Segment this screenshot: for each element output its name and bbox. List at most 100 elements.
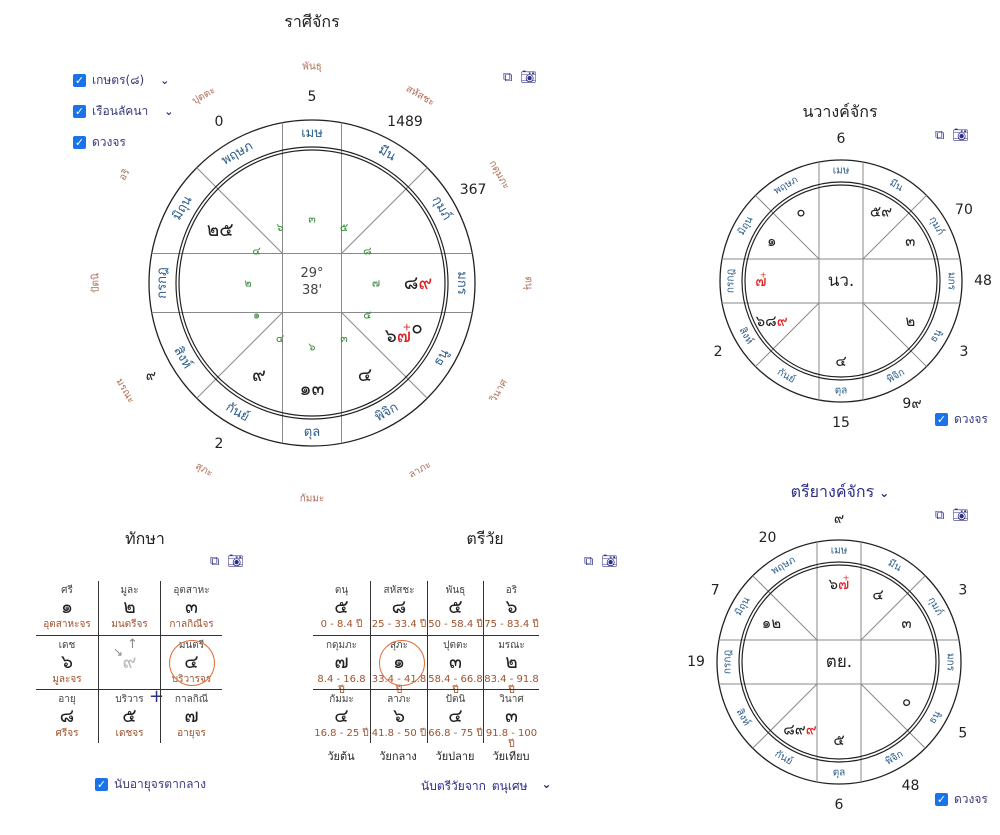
cell-sub: อุตสาหะจร <box>43 618 91 630</box>
taksa-cell[interactable]: ศรี ๑ อุตสาหะจร <box>36 581 98 635</box>
cell-sub: 75 - 83.4 ปี <box>484 618 539 630</box>
zodiac-sign-label: พิจิก <box>884 749 906 768</box>
camera-icon[interactable]: 📷︎ <box>520 70 537 85</box>
triwai-cell[interactable]: สุภะ ๑ 33.4 - 41.8 ปี <box>370 635 427 696</box>
triwai-cell[interactable]: พันธุ ๕ 50 - 58.4 ปี <box>427 581 483 635</box>
cell-name: ลาภะ <box>387 694 411 705</box>
cell-sub: อายุจร <box>177 727 206 739</box>
house-label: สหัสชะ <box>404 83 436 108</box>
taksa-cell[interactable]: กาลกิณี ๗ อายุจร <box>160 689 222 743</box>
zodiac-sign-label: มิถุน <box>736 215 755 238</box>
planet-group: ๖๗+๐ <box>385 316 423 347</box>
cell-number: ๖ <box>505 596 518 618</box>
chevron-down-icon[interactable]: ⌄ <box>160 74 170 87</box>
cell-name: บริวาร <box>115 694 144 705</box>
triwai-count-dropdown[interactable]: นับตรีวัยจาก ตนุเศษ ⌄ <box>421 777 552 796</box>
house-label: สุภะ <box>193 461 214 480</box>
sign-value: 6 <box>837 131 846 147</box>
house-divider <box>341 312 428 399</box>
cell-sub: 83.4 - 91.8 ปี <box>484 673 539 696</box>
zodiac-sign-label: มกร <box>454 271 469 294</box>
triyang-chart-dropdown[interactable]: ตรียางค์จักร ⌄ <box>791 480 890 505</box>
external-link-icon[interactable]: ⧉ <box>503 70 513 85</box>
triyang-toolbar: ⧉ 📷︎ <box>935 508 969 523</box>
triyang-duangjon-checkbox[interactable]: ✓ ดวงจร <box>935 790 988 809</box>
planet: ๘ <box>404 272 419 294</box>
camera-icon[interactable]: 📷︎ <box>227 554 244 569</box>
cell-number: ๖ <box>392 705 406 727</box>
triwai-cell[interactable]: วินาศ ๓ 91.8 - 100 ปี <box>483 689 539 750</box>
checkbox-checked-icon[interactable]: ✓ <box>935 793 948 806</box>
zodiac-sign-label: พฤษภ <box>219 139 256 169</box>
checkbox-checked-icon[interactable]: ✓ <box>73 74 86 87</box>
zodiac-sign-label: กันย์ <box>775 366 797 386</box>
sign-value: 6 <box>835 797 844 813</box>
option-kaset[interactable]: ✓ เกษตร(๘) ⌄ <box>73 71 174 90</box>
cell-sub: 66.8 - 75 ปี <box>428 727 483 739</box>
checkbox-checked-icon[interactable]: ✓ <box>95 778 108 791</box>
triwai-cell[interactable]: อริ ๖ 75 - 83.4 ปี <box>483 581 539 635</box>
triyang-wheel: เมษ๙๖๗+มีน๔กุมภ์3๓มกรธนู5๐พิจิก48ตุล6๕กั… <box>687 511 967 813</box>
planet: ๙ <box>252 364 266 386</box>
external-link-icon[interactable]: ⧉ <box>935 508 945 523</box>
house-number: ๑ <box>253 309 260 322</box>
taksa-cell[interactable]: มนตรี ๔ บริวารจร <box>160 635 222 689</box>
zodiac-sign-label: ธนู <box>928 328 944 345</box>
triwai-cell[interactable]: สหัสชะ ๘ 25 - 33.4 ปี <box>370 581 427 635</box>
triwai-cell[interactable]: มรณะ ๒ 83.4 - 91.8 ปี <box>483 635 539 696</box>
taksa-toolbar: ⧉ 📷︎ <box>210 554 244 569</box>
house-label: กดุมภะ <box>487 159 512 191</box>
triwai-cell[interactable]: ลาภะ ๖ 41.8 - 50 ปี <box>370 689 427 743</box>
triwai-cell[interactable]: ปุตตะ ๓ 58.4 - 66.8 ปี <box>427 635 483 696</box>
external-link-icon[interactable]: ⧉ <box>210 554 220 569</box>
cell-sub: 33.4 - 41.8 ปี <box>371 673 427 696</box>
house-label: อริ <box>117 167 133 183</box>
chevron-down-icon[interactable]: ⌄ <box>164 105 174 118</box>
taksa-count-checkbox[interactable]: ✓ นับอายุจรตากลาง <box>95 775 206 794</box>
camera-icon[interactable]: 📷︎ <box>952 128 969 143</box>
camera-icon[interactable]: 📷︎ <box>952 508 969 523</box>
checkbox-checked-icon[interactable]: ✓ <box>935 413 948 426</box>
taksa-cell[interactable]: อุตสาหะ ๓ กาลกิณีจร <box>160 581 222 635</box>
inner-ring <box>738 561 940 763</box>
navang-duangjon-checkbox[interactable]: ✓ ดวงจร <box>935 410 988 429</box>
external-link-icon[interactable]: ⧉ <box>584 554 594 569</box>
sign-value: 367 <box>460 182 487 198</box>
retrograde-planet: ๙ <box>418 272 432 294</box>
house-divider <box>752 575 818 641</box>
cell-sub: ศรีจร <box>55 727 79 739</box>
taksa-grid: ศรี ๑ อุตสาหะจร มูละ ๒ มนตรีจร อุตสาหะ ๓ ก… <box>36 581 222 743</box>
zodiac-sign-label: ตุล <box>835 386 848 397</box>
taksa-cell[interactable]: ๙ ↑ ↘ <box>98 635 160 689</box>
cell-sub: บริวารจร <box>171 673 212 685</box>
house-number: ๕ <box>363 309 371 322</box>
sign-value: 5 <box>958 726 967 742</box>
triwai-toolbar: ⧉ 📷︎ <box>584 554 618 569</box>
rasi-options: ✓ เกษตร(๘) ⌄ ✓ เรือนลัคนา ⌄ ✓ ดวงจร <box>73 71 174 152</box>
triwai-cell[interactable]: ตนุ ๕ 0 - 8.4 ปี <box>313 581 370 635</box>
cell-name: สุภะ <box>389 640 409 651</box>
cell-sub: มนตรีจร <box>111 618 148 630</box>
taksa-cell[interactable]: มูละ ๒ มนตรีจร <box>98 581 160 635</box>
taksa-cell[interactable]: เดช ๖ มูละจร <box>36 635 98 689</box>
taksa-cell[interactable]: บริวาร ๕ เดชจร + <box>98 687 164 743</box>
taksa-cell[interactable]: อายุ ๘ ศรีจร <box>36 689 98 743</box>
external-link-icon[interactable]: ⧉ <box>935 128 945 143</box>
checkbox-checked-icon[interactable]: ✓ <box>73 105 86 118</box>
house-label: ปัตนิ <box>91 273 102 293</box>
planet: ๒ <box>905 312 915 330</box>
planet-group: ๓ <box>901 614 911 632</box>
option-duangjon[interactable]: ✓ ดวงจร <box>73 133 174 152</box>
retrograde-planet: ๗ <box>838 575 849 593</box>
triwai-cell[interactable]: ปัตนิ ๔ 66.8 - 75 ปี <box>427 689 483 743</box>
house-number: ๓ <box>308 213 316 226</box>
triwai-cell[interactable]: กัมมะ ๔ 16.8 - 25 ปี <box>313 689 370 743</box>
navang-chart-title: นวางค์จักร <box>802 102 878 121</box>
triwai-cell[interactable]: กดุมภะ ๗ 8.4 - 16.8 ปี <box>313 635 370 696</box>
option-label: เกษตร(๘) <box>92 73 145 87</box>
sign-value: 5 <box>308 89 317 105</box>
camera-icon[interactable]: 📷︎ <box>601 554 618 569</box>
cell-name: มูละ <box>120 585 139 596</box>
option-ruen-lakana[interactable]: ✓ เรือนลัคนา ⌄ <box>73 102 174 121</box>
checkbox-checked-icon[interactable]: ✓ <box>73 136 86 149</box>
